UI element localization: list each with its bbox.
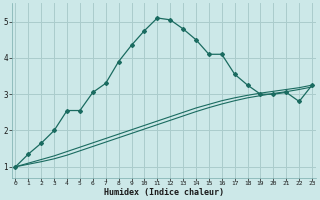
X-axis label: Humidex (Indice chaleur): Humidex (Indice chaleur) [104,188,224,197]
